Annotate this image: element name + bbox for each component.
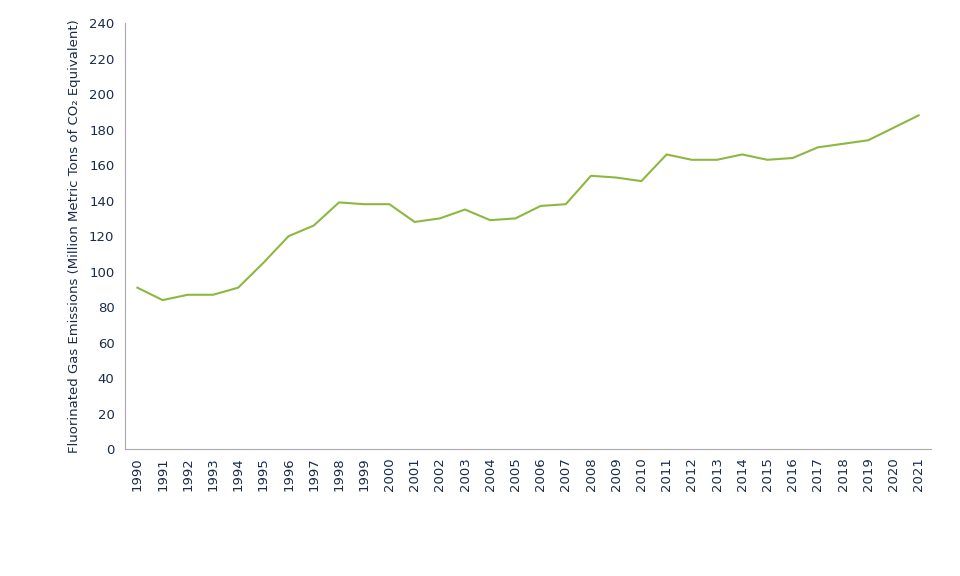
Y-axis label: Fluorinated Gas Emissions (Million Metric Tons of CO₂ Equivalent): Fluorinated Gas Emissions (Million Metri… xyxy=(67,19,81,453)
